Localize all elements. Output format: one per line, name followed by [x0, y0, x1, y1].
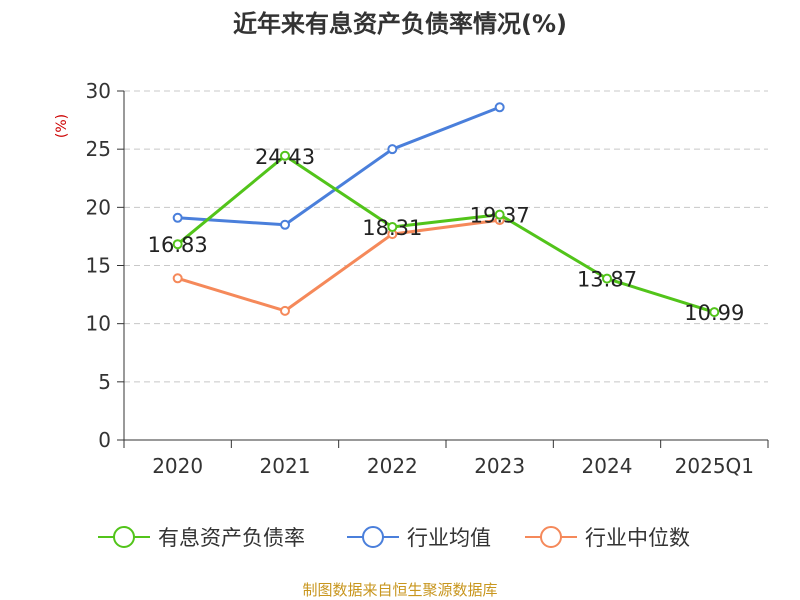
- x-tick-label: 2020: [152, 454, 203, 478]
- legend-item[interactable]: 行业中位数: [525, 526, 690, 550]
- data-label: 19.37: [470, 204, 530, 228]
- data-point[interactable]: [280, 219, 290, 230]
- y-tick-label: 5: [98, 370, 111, 394]
- x-tick-label: 2023: [474, 454, 525, 478]
- axes: 0 5 10 15 20 25 30 2020 2021 2022 2023 2024 2025Q1: [86, 79, 769, 478]
- data-label: 24.43: [255, 145, 315, 169]
- legend-marker: [540, 526, 562, 548]
- legend[interactable]: 有息资产负债率 行业均值 行业中位数: [98, 526, 690, 550]
- data-point[interactable]: [494, 209, 505, 220]
- data-point[interactable]: [172, 273, 183, 284]
- y-tick-label: 25: [86, 137, 111, 161]
- series-layer: [172, 102, 720, 318]
- y-tick-label: 0: [98, 428, 111, 452]
- legend-item[interactable]: 有息资产负债率: [98, 526, 305, 550]
- data-point[interactable]: [602, 273, 612, 284]
- legend-marker: [362, 526, 384, 548]
- y-axis-unit: (%): [54, 114, 70, 138]
- y-tick-label: 10: [86, 312, 111, 336]
- x-tick-label: 2021: [260, 454, 311, 478]
- chart-title: 近年来有息资产负债率情况(%): [233, 10, 567, 38]
- data-point[interactable]: [172, 212, 183, 223]
- grid: [124, 90, 768, 383]
- legend-marker: [113, 526, 135, 548]
- series-line: [177, 218, 500, 313]
- y-tick-label: 30: [86, 79, 111, 103]
- data-point[interactable]: [280, 305, 290, 316]
- data-label: 16.83: [148, 233, 208, 257]
- data-point[interactable]: [387, 221, 398, 232]
- data-point[interactable]: [709, 307, 720, 318]
- x-tick-label: 2024: [582, 454, 633, 478]
- legend-label: 有息资产负债率: [158, 526, 305, 550]
- data-label: 13.87: [577, 268, 637, 292]
- source-note: 制图数据来自恒生聚源数据库: [302, 581, 497, 599]
- series-line: [176, 154, 715, 314]
- x-tick-label: 2022: [367, 454, 418, 478]
- data-labels: 16.83 24.43 18.31 19.37 13.87 10.99: [148, 145, 745, 325]
- data-point[interactable]: [494, 102, 505, 113]
- legend-label: 行业中位数: [585, 526, 690, 550]
- x-tick-label: 2025Q1: [675, 454, 754, 478]
- data-point[interactable]: [172, 239, 183, 250]
- y-tick-label: 20: [86, 195, 111, 219]
- series-line: [177, 105, 501, 227]
- data-point[interactable]: [387, 144, 398, 155]
- y-tick-label: 15: [86, 254, 111, 278]
- legend-label: 行业均值: [407, 526, 491, 550]
- data-label: 10.99: [684, 301, 744, 325]
- legend-item[interactable]: 行业均值: [347, 526, 491, 550]
- data-label: 18.31: [362, 216, 422, 240]
- data-point[interactable]: [280, 150, 290, 161]
